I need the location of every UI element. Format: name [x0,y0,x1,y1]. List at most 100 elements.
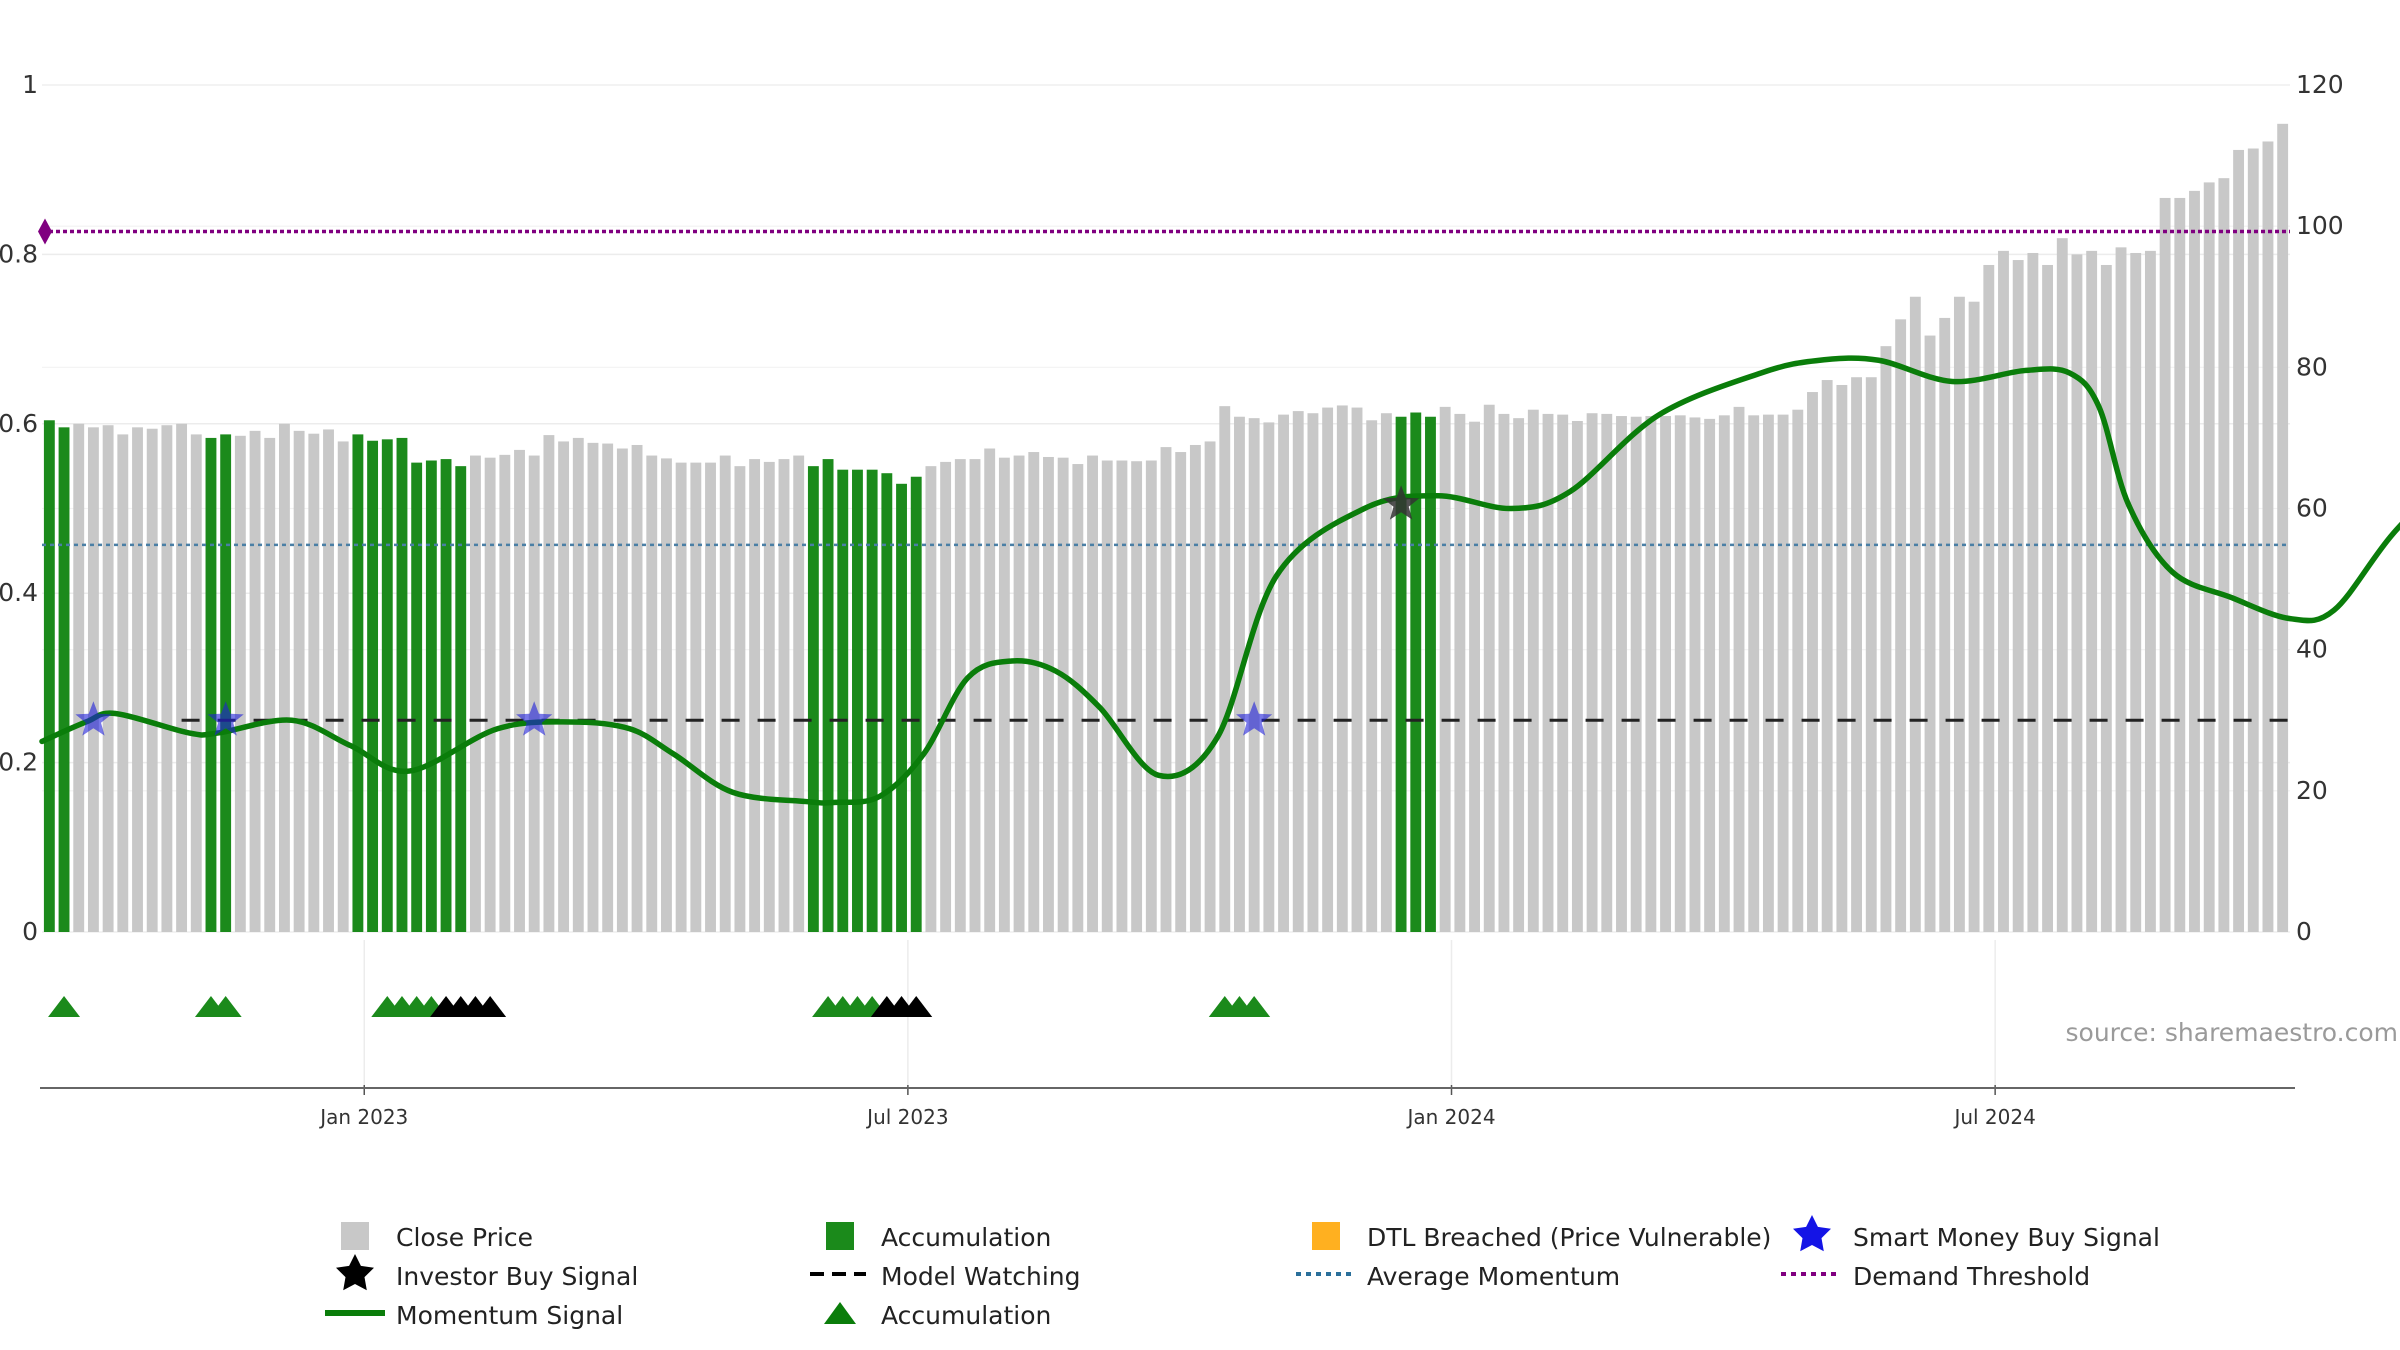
price-bar [1131,461,1143,932]
x-tick-label: Jan 2023 [318,1105,408,1129]
legend-average-momentum-label: Average Momentum [1367,1262,1620,1291]
price-bar [337,441,349,932]
price-bar [1909,296,1921,932]
price-bar [1792,409,1804,932]
legend-accumulation-triangle-icon [824,1302,856,1324]
axes: 0 0.2 0.4 0.6 0.8 1 0 20 40 60 80 100 120 Jan 2023 Jul… [0,70,2344,1129]
price-bar [367,440,379,932]
legend: Close Price Accumulation DTL Breached (P… [325,1215,2160,1330]
price-bar [264,437,276,932]
price-bar [176,423,188,932]
price-bar [2262,141,2274,932]
accumulation-triangle [209,996,242,1017]
left-tick-label: 0.4 [0,578,38,607]
price-bar [1689,417,1701,932]
price-bar [1057,457,1069,932]
price-bar [117,434,129,932]
price-bar [2233,149,2245,933]
legend-close-label: Close Price [396,1223,533,1252]
legend-momentum-label: Momentum Signal [396,1301,623,1330]
left-tick-label: 0.8 [0,239,38,268]
price-bar [1028,452,1040,932]
price-bar [1101,460,1113,932]
price-bar [734,466,746,932]
price-bar [2203,182,2215,932]
price-bar [1616,416,1627,932]
price-bar [896,483,907,932]
price-bar [1718,415,1730,933]
price-bar [381,439,393,932]
legend-smart-star-icon [1793,1215,1831,1252]
price-bar [1498,413,1510,932]
left-tick-label: 0.6 [0,409,38,438]
price-bar [690,462,702,932]
price-bar [1953,296,1965,932]
price-bar [1586,413,1598,932]
price-bar [73,423,85,932]
x-tick-label: Jul 2024 [1952,1105,2035,1129]
price-bar [572,437,584,932]
price-bar [2130,252,2142,932]
legend-accumulation-bar-swatch [826,1222,854,1250]
legend-investor-star-icon [336,1254,374,1291]
price-bar [984,448,996,932]
price-bar [1204,441,1216,932]
price-bar [1645,416,1657,932]
price-bar [2012,260,2024,933]
legend-watching-label: Model Watching [881,1262,1081,1291]
price-bar [793,455,805,932]
momentum-line-group [39,355,2400,806]
left-tick-label: 1 [22,70,38,99]
price-bar [1733,406,1745,932]
price-bar [1439,406,1451,932]
price-bar [631,444,643,932]
price-bar [2115,247,2127,932]
price-bar [2042,264,2054,932]
price-bar [866,469,878,932]
price-bar [1263,422,1275,932]
price-bar [1469,421,1480,932]
price-bar [910,476,922,932]
price-bar [1983,264,1995,932]
price-bar [1395,416,1407,932]
price-bar [499,454,511,932]
price-bar [602,443,614,932]
price-bar [1865,377,1877,933]
price-bar [58,427,70,932]
accumulation-triangles [48,996,1271,1017]
price-bar [2247,148,2259,932]
accumulation-triangle [1238,996,1271,1017]
price-bar [43,420,55,932]
price-bar [1087,455,1098,932]
price-bar [2056,238,2068,932]
price-bar [132,427,143,932]
price-bar [940,461,952,932]
price-bar [87,427,99,932]
price-bar [102,425,114,932]
price-bar [1072,464,1084,932]
price-bar [1425,416,1436,932]
investor-buy-star [1383,485,1420,520]
price-bar [425,460,437,932]
price-bar [749,459,761,932]
legend-investor-label: Investor Buy Signal [396,1262,638,1291]
price-bar [1322,407,1334,933]
right-tick-label: 20 [2296,776,2328,805]
price-bar [455,466,467,932]
price-bar [616,448,628,932]
price-bar [822,459,834,932]
smart-money-buy-star [1236,701,1273,736]
price-bar [2174,197,2186,932]
price-bar [543,435,555,932]
price-bar [470,455,481,932]
price-bar [2189,190,2200,932]
price-bar [411,462,423,932]
smart-money-buy-star [207,701,244,736]
price-bar [1807,392,1818,933]
price-bar [558,441,570,932]
legend-dtl-label: DTL Breached (Price Vulnerable) [1367,1223,1771,1252]
price-bar [2100,264,2112,932]
price-bar [220,434,232,932]
price-bar [1968,301,1980,933]
price-bar [852,469,863,932]
